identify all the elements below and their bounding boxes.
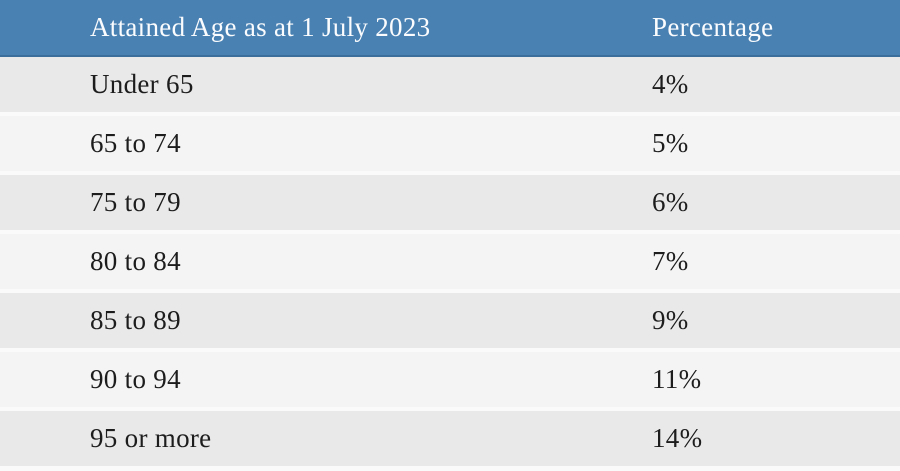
percentage-cell: 14%: [652, 423, 703, 453]
percentage-cell: 6%: [652, 187, 689, 217]
percentage-cell: 9%: [652, 305, 689, 335]
table-row: 95 or more 14%: [0, 411, 900, 466]
table-row: 75 to 79 6%: [0, 175, 900, 230]
table-row: Under 65 4%: [0, 57, 900, 112]
table-row: 90 to 94 11%: [0, 352, 900, 407]
age-cell: 85 to 89: [90, 305, 181, 335]
table-row: 80 to 84 7%: [0, 234, 900, 289]
table-header-row: Attained Age as at 1 July 2023 Percentag…: [0, 0, 900, 57]
percentage-cell: 5%: [652, 128, 689, 158]
age-cell: 90 to 94: [90, 364, 181, 394]
percentage-cell: 11%: [652, 364, 702, 394]
percentage-cell: 4%: [652, 69, 689, 99]
age-cell: 80 to 84: [90, 246, 181, 276]
table-row: 65 to 74 5%: [0, 116, 900, 171]
header-percentage-column: Percentage: [652, 12, 774, 42]
header-age-column: Attained Age as at 1 July 2023: [90, 12, 431, 42]
table-row: 85 to 89 9%: [0, 293, 900, 348]
age-cell: Under 65: [90, 69, 194, 99]
age-cell: 65 to 74: [90, 128, 181, 158]
age-cell: 75 to 79: [90, 187, 181, 217]
age-cell: 95 or more: [90, 423, 212, 453]
percentage-cell: 7%: [652, 246, 689, 276]
